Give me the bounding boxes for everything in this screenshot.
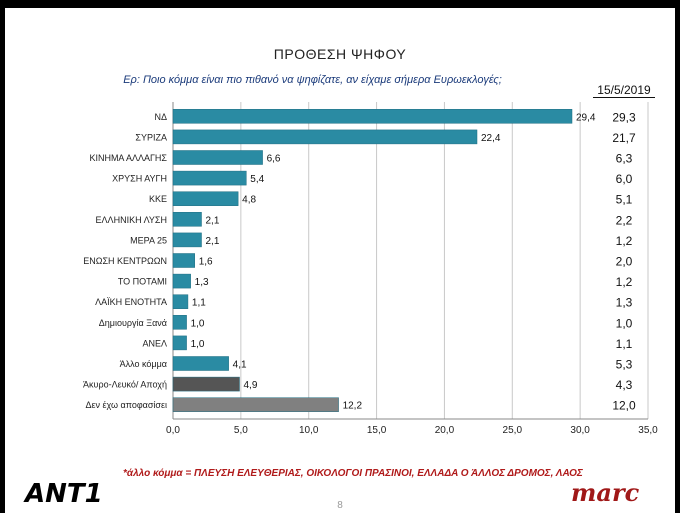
ant1-logo: ANT1 (23, 478, 113, 513)
x-tick-label: 10,0 (299, 425, 319, 436)
slide: ΠΡΟΘΕΣΗ ΨΗΦΟΥ Ερ: Ποιο κόμμα είναι πιο π… (5, 8, 675, 513)
comparison-value: 2,0 (616, 255, 633, 269)
comparison-value: 1,2 (616, 275, 633, 289)
data-label: 1,0 (191, 318, 205, 329)
survey-question: Ερ: Ποιο κόμμα είναι πιο πιθανό να ψηφίζ… (123, 74, 502, 86)
bar (172, 109, 573, 124)
comparison-value: 4,3 (616, 378, 633, 392)
category-label: ΝΔ (154, 112, 167, 122)
x-tick-label: 15,0 (367, 425, 387, 436)
category-label: ΣΥΡΙΖΑ (135, 132, 167, 142)
comparison-value: 1,0 (616, 316, 633, 330)
x-tick-label: 0,0 (166, 425, 180, 436)
category-label: Άλλο κόμμα (120, 359, 167, 369)
data-label: 1,0 (191, 339, 205, 350)
category-label: ΚΚΕ (149, 194, 167, 204)
x-tick-label: 35,0 (638, 425, 658, 436)
comparison-value: 6,3 (616, 152, 633, 166)
x-tick-label: 30,0 (570, 425, 590, 436)
category-label: ΛΑΪΚΗ ΕΝΟΤΗΤΑ (95, 297, 167, 307)
comparison-date-header: 15/5/2019 (593, 83, 655, 98)
category-label: Δεν έχω αποφασίσει (86, 400, 168, 410)
data-label: 29,4 (576, 112, 596, 123)
bar (172, 273, 191, 289)
comparison-value: 1,2 (616, 234, 633, 248)
x-tick-label: 5,0 (234, 425, 248, 436)
comparison-value: 6,0 (616, 172, 633, 186)
data-label: 5,4 (250, 174, 264, 185)
page-number: 8 (337, 500, 343, 511)
comparison-value: 29,3 (612, 110, 636, 124)
bar (172, 129, 478, 145)
data-label: 1,6 (199, 257, 213, 268)
category-label: Δημιουργία Ξανά (99, 318, 167, 328)
bar (172, 170, 247, 186)
chart-title: ΠΡΟΘΕΣΗ ΨΗΦΟΥ (273, 46, 407, 62)
bar (172, 212, 202, 227)
data-label: 2,1 (206, 236, 220, 247)
x-tick-label: 20,0 (435, 425, 455, 436)
comparison-value: 1,3 (616, 296, 633, 310)
comparison-value: 2,2 (616, 213, 633, 227)
data-label: 4,1 (233, 360, 247, 371)
comparison-value: 21,7 (612, 131, 636, 145)
category-label: ΜΕΡΑ 25 (130, 235, 167, 245)
bar (172, 376, 240, 392)
data-label: 6,6 (267, 154, 281, 165)
data-label: 4,8 (242, 195, 256, 206)
data-label: 2,1 (206, 215, 220, 226)
data-label: 1,1 (192, 298, 206, 309)
bar (172, 397, 339, 412)
bar (172, 356, 229, 371)
category-label: ΕΝΩΣΗ ΚΕΝΤΡΩΩΝ (83, 256, 167, 266)
bar (172, 294, 189, 309)
ant1-logo-text: ANT1 (23, 479, 103, 508)
comparison-value: 1,1 (616, 337, 633, 351)
comparison-value: 12,0 (612, 399, 636, 413)
category-label: ΑΝΕΛ (142, 338, 167, 348)
bar-chart: 0,0 5,0 10,0 15,0 20,0 25,0 30,0 35,0 ΝΔ 29,4 29,3… (83, 102, 658, 436)
bar (172, 191, 239, 206)
category-label: ΚΙΝΗΜΑ ΑΛΛΑΓΗΣ (89, 153, 167, 163)
category-label: ΕΛΛΗΝΙΚΗ ΛΥΣΗ (96, 215, 167, 225)
category-label: ΧΡΥΣΗ ΑΥΓΗ (112, 174, 167, 184)
category-label: ΤΟ ΠΟΤΑΜΙ (118, 277, 167, 287)
category-label: Άκυρο-Λευκό/ Αποχή (83, 380, 167, 390)
data-label: 12,2 (343, 401, 363, 412)
data-label: 1,3 (195, 277, 209, 288)
bar (172, 232, 202, 248)
comparison-value: 5,1 (616, 193, 633, 207)
bar (172, 335, 187, 351)
bar (172, 150, 263, 165)
comparison-value: 5,3 (616, 358, 633, 372)
marc-logo: marc (571, 478, 640, 507)
footnote: *άλλο κόμμα = ΠΛΕΥΣΗ ΕΛΕΥΘΕΡΙΑΣ, ΟΙΚΟΛΟΓ… (123, 468, 583, 479)
x-tick-label: 25,0 (503, 425, 523, 436)
data-label: 4,9 (244, 380, 258, 391)
bar (172, 253, 195, 268)
bar (172, 315, 187, 330)
data-label: 22,4 (481, 133, 501, 144)
